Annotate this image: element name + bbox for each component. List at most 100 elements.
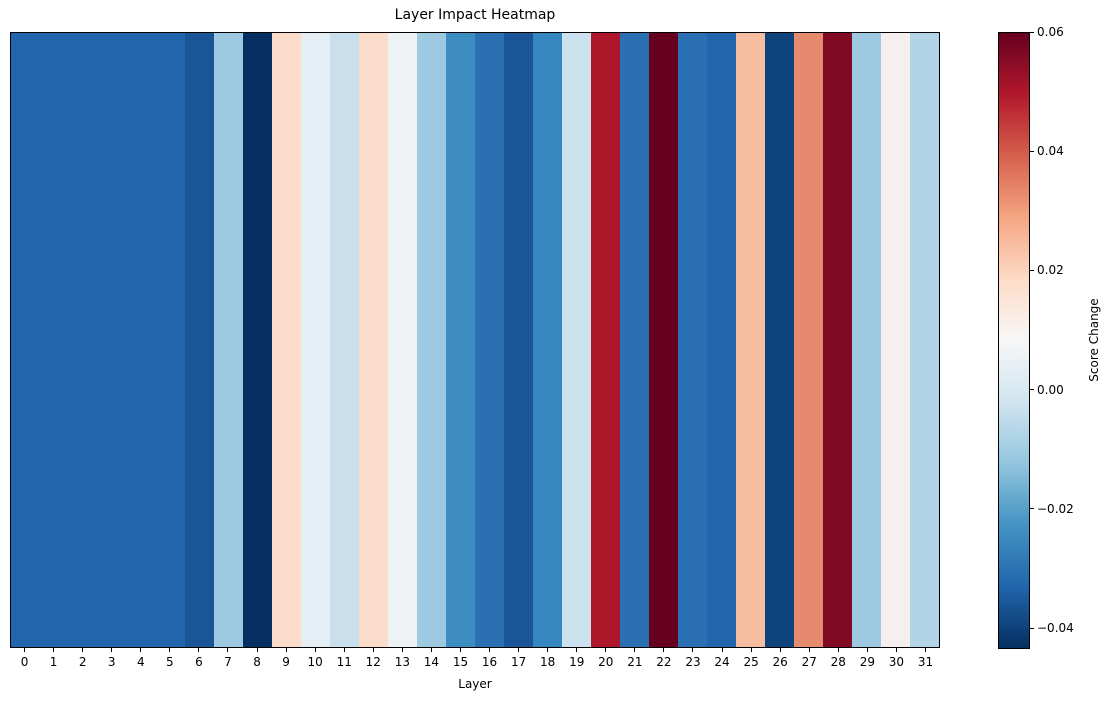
heatmap-cell <box>823 33 852 647</box>
x-tick-mark <box>24 648 26 652</box>
x-tick-mark <box>53 648 55 652</box>
x-tick-label: 25 <box>743 655 759 669</box>
heatmap-cell <box>301 33 330 647</box>
colorbar <box>998 32 1030 649</box>
x-tick-label: 18 <box>540 655 556 669</box>
heatmap-cell <box>243 33 272 647</box>
x-tick-mark <box>866 648 868 652</box>
heatmap-cell <box>794 33 823 647</box>
heatmap-cell <box>591 33 620 647</box>
x-tick-label: 14 <box>423 655 440 669</box>
heatmap-cell <box>69 33 98 647</box>
x-tick-label: 20 <box>598 655 614 669</box>
x-tick-mark <box>924 648 926 652</box>
heatmap-cell <box>272 33 301 647</box>
colorbar-tick-label: −0.04 <box>1037 621 1074 636</box>
x-tick-label: 5 <box>166 655 174 669</box>
x-tick-mark <box>750 648 752 652</box>
heatmap-cell <box>388 33 417 647</box>
x-tick-label: 26 <box>772 655 788 669</box>
x-tick-label: 27 <box>801 655 817 669</box>
x-tick-mark <box>430 648 432 652</box>
x-tick-label: 30 <box>888 655 905 669</box>
heatmap-cell <box>736 33 765 647</box>
x-tick-label: 3 <box>107 655 116 669</box>
x-tick-mark <box>634 648 636 652</box>
x-tick-mark <box>779 648 781 652</box>
heatmap-cell <box>620 33 649 647</box>
heatmap-cell <box>562 33 591 647</box>
colorbar-tick-mark <box>1030 150 1034 152</box>
x-tick-label: 8 <box>253 655 261 669</box>
x-tick-label: 23 <box>685 655 701 669</box>
heatmap-cell <box>156 33 185 647</box>
heatmap-cell <box>359 33 388 647</box>
heatmap-cell <box>11 33 40 647</box>
heatmap-cell <box>678 33 707 647</box>
x-tick-mark <box>401 648 403 652</box>
x-tick-mark <box>895 648 897 652</box>
heatmap-cell <box>98 33 127 647</box>
chart-title: Layer Impact Heatmap <box>394 7 556 23</box>
heatmap-cell <box>707 33 736 647</box>
x-tick-mark <box>314 648 316 652</box>
x-tick-mark <box>547 648 549 652</box>
x-tick-mark <box>140 648 142 652</box>
x-tick-label: 7 <box>224 655 232 669</box>
x-tick-label: 29 <box>859 655 875 669</box>
x-tick-mark <box>721 648 723 652</box>
colorbar-tick-label: −0.02 <box>1037 501 1074 516</box>
colorbar-tick-label: 0.00 <box>1037 382 1064 397</box>
colorbar-tick-label: 0.04 <box>1037 144 1064 159</box>
heatmap-cell <box>533 33 562 647</box>
colorbar-tick-label: 0.02 <box>1037 263 1064 278</box>
x-tick-label: 22 <box>656 655 672 669</box>
x-tick-mark <box>111 648 113 652</box>
x-tick-mark <box>227 648 229 652</box>
x-tick-label: 19 <box>569 655 585 669</box>
x-tick-label: 17 <box>510 655 527 669</box>
heatmap-cell <box>881 33 910 647</box>
heatmap-cell <box>475 33 504 647</box>
colorbar-tick-mark <box>1030 31 1034 33</box>
x-tick-mark <box>518 648 520 652</box>
heatmap-cell <box>910 33 939 647</box>
colorbar-tick-mark <box>1030 508 1034 510</box>
heatmap-cell <box>504 33 533 647</box>
x-tick-label: 31 <box>917 655 934 669</box>
x-tick-mark <box>692 648 694 652</box>
colorbar-tick-label: 0.06 <box>1037 25 1064 39</box>
x-tick-label: 28 <box>830 655 846 669</box>
x-axis-ticks: 0 1 2 3 4 5 6 7 8 9 10 11 12 13 14 15 16 17 18 19 20 21 22 23 24… <box>10 648 940 678</box>
heatmap-cell <box>765 33 794 647</box>
heatmap-cell <box>40 33 69 647</box>
x-tick-label: 6 <box>195 655 203 669</box>
heatmap-cell <box>446 33 475 647</box>
x-tick-mark <box>82 648 84 652</box>
heatmap-cell <box>214 33 243 647</box>
heatmap-cell <box>852 33 881 647</box>
x-tick-label: 24 <box>714 655 730 669</box>
x-tick-label: 0 <box>20 655 29 669</box>
x-tick-mark <box>285 648 287 652</box>
x-tick-label: 15 <box>452 655 469 669</box>
colorbar-tick-mark <box>1030 389 1034 391</box>
colorbar-tick-mark <box>1030 627 1034 629</box>
colorbar-label: Score Change <box>1087 298 1101 382</box>
x-axis-label: Layer <box>458 677 492 691</box>
x-tick-label: 4 <box>136 655 145 669</box>
x-tick-label: 12 <box>365 655 381 669</box>
heatmap-cell <box>185 33 214 647</box>
x-tick-mark <box>198 648 200 652</box>
x-tick-mark <box>343 648 345 652</box>
x-tick-label: 9 <box>282 655 290 669</box>
heatmap-cell <box>649 33 678 647</box>
x-tick-label: 10 <box>307 655 323 669</box>
heatmap-plot-area <box>10 32 940 648</box>
x-tick-mark <box>372 648 374 652</box>
heatmap-cell <box>330 33 359 647</box>
x-tick-mark <box>576 648 578 652</box>
x-tick-mark <box>169 648 171 652</box>
x-tick-mark <box>837 648 839 652</box>
x-tick-label: 16 <box>481 655 498 669</box>
